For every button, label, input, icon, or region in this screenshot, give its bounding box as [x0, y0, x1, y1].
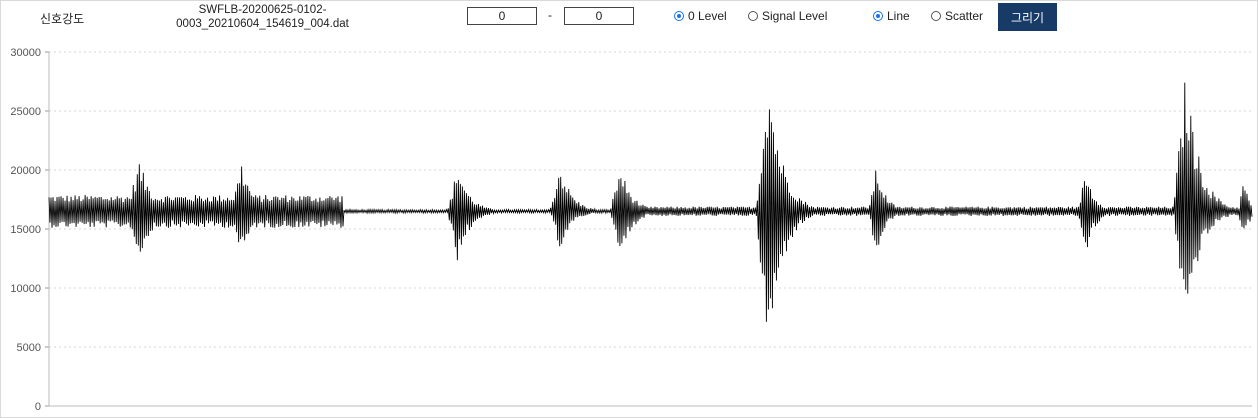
radio-line-label: Line	[887, 9, 910, 23]
toolbar: 신호강도 SWFLB-20200625-0102- 0003_20210604_…	[0, 0, 1258, 40]
y-tick-label: 5000	[17, 342, 41, 354]
y-axis: 0 5000 10000 15000 20000 25000 30000	[10, 47, 1252, 413]
radio-checked-icon	[873, 11, 883, 21]
y-tick-label: 20000	[10, 165, 41, 177]
signal-line	[48, 82, 1253, 322]
file-name: SWFLB-20200625-0102- 0003_20210604_15461…	[150, 3, 375, 31]
radio-signal-level-label: Signal Level	[762, 9, 828, 23]
signal-strength-label: 신호강도	[40, 12, 85, 26]
range-start-input[interactable]	[467, 7, 537, 25]
y-tick-label: 25000	[10, 106, 41, 118]
file-name-line2: 0003_20210604_154619_004.dat	[176, 18, 349, 30]
radio-checked-icon	[674, 11, 684, 21]
y-tick-label: 30000	[10, 47, 41, 59]
y-tick-label: 15000	[10, 224, 41, 236]
y-tick-label: 0	[35, 401, 41, 413]
radio-scatter-label: Scatter	[945, 9, 984, 23]
radio-zero-level-label: 0 Level	[688, 9, 727, 23]
y-tick-label: 10000	[10, 283, 41, 295]
radio-signal-level[interactable]: Signal Level	[748, 9, 827, 23]
chart-grid	[49, 51, 1252, 348]
signal-chart: 0 5000 10000 15000 20000 25000 30000	[10, 47, 1253, 413]
range-separator: -	[548, 8, 552, 22]
file-name-line1: SWFLB-20200625-0102-	[198, 4, 327, 16]
chart-series	[48, 82, 1253, 322]
draw-button[interactable]: 그리기	[998, 3, 1057, 31]
radio-unchecked-icon	[931, 11, 941, 21]
radio-scatter[interactable]: Scatter	[931, 9, 983, 23]
radio-line[interactable]: Line	[873, 9, 910, 23]
radio-unchecked-icon	[748, 11, 758, 21]
range-end-input[interactable]	[564, 7, 634, 25]
radio-zero-level[interactable]: 0 Level	[674, 9, 727, 23]
